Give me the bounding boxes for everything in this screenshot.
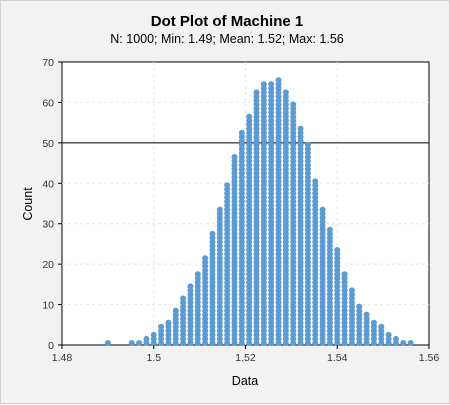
data-dot: [238, 129, 245, 136]
y-tick-label: 70: [42, 57, 54, 69]
data-dot: [158, 323, 165, 330]
data-dot: [282, 89, 289, 96]
data-dot: [268, 81, 275, 88]
chart-title: Dot Plot of Machine 1: [151, 13, 304, 30]
data-dot: [400, 339, 407, 346]
data-dot: [275, 77, 282, 84]
x-tick-label: 1.48: [52, 352, 73, 364]
x-axis-ticks: 1.48 1.5 1.52 1.54 1.56: [52, 345, 440, 364]
data-dot: [363, 311, 370, 318]
data-dot: [216, 206, 223, 213]
data-dot: [231, 154, 238, 161]
data-dot: [172, 307, 179, 314]
data-dot: [290, 101, 297, 108]
data-dot: [392, 335, 399, 342]
y-tick-label: 20: [42, 259, 54, 271]
data-dot: [194, 271, 201, 278]
data-dot: [246, 113, 253, 120]
y-tick-label: 0: [48, 340, 54, 352]
data-dot: [334, 246, 341, 253]
data-dot: [370, 319, 377, 326]
data-dot: [224, 182, 231, 189]
x-tick-label: 1.56: [419, 352, 440, 364]
data-dot: [319, 206, 326, 213]
data-dot: [209, 230, 216, 237]
chart-subtitle: N: 1000; Min: 1.49; Mean: 1.52; Max: 1.5…: [110, 32, 344, 46]
x-axis-label: Data: [232, 374, 258, 388]
data-dot: [253, 89, 260, 96]
data-dot: [128, 339, 135, 346]
data-dot: [326, 226, 333, 233]
y-tick-label: 50: [42, 138, 54, 150]
data-dot: [150, 331, 157, 338]
y-tick-label: 10: [42, 300, 54, 312]
data-dot: [407, 339, 414, 346]
data-dot: [348, 287, 355, 294]
data-dot: [304, 141, 311, 148]
x-tick-label: 1.5: [146, 352, 161, 364]
data-dot: [356, 303, 363, 310]
y-tick-label: 40: [42, 178, 54, 190]
y-tick-label: 60: [42, 97, 54, 109]
data-dot: [341, 271, 348, 278]
y-axis-ticks: 0 10 20 30 40 50 60 70: [42, 57, 62, 352]
data-dot: [297, 125, 304, 132]
y-axis-label: Count: [21, 187, 35, 221]
data-dot: [378, 323, 385, 330]
data-dot: [187, 283, 194, 290]
x-tick-label: 1.54: [327, 352, 348, 364]
data-dot: [180, 295, 187, 302]
data-dot: [260, 81, 267, 88]
data-dot: [202, 255, 209, 262]
data-dot: [165, 319, 172, 326]
y-tick-label: 30: [42, 219, 54, 231]
data-dot: [136, 339, 143, 346]
data-dot: [143, 335, 150, 342]
data-dot: [104, 339, 111, 346]
dot-series: [104, 77, 414, 346]
data-dot: [385, 331, 392, 338]
x-tick-label: 1.52: [235, 352, 256, 364]
data-dot: [312, 178, 319, 185]
